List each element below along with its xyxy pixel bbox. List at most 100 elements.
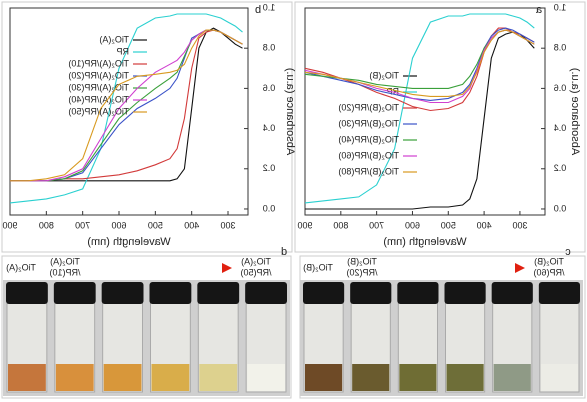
vial-powder — [446, 364, 484, 391]
x-axis-label: Wavelength (nm) — [87, 236, 170, 248]
legend-label: TiO₂(A)/RP(20) — [68, 70, 129, 80]
photo-label: TiO₂(A) — [50, 256, 80, 266]
vial-powder — [540, 364, 578, 391]
legend-label: TiO₂(A) — [99, 34, 129, 44]
data-line — [9, 13, 243, 204]
vial-cap — [444, 282, 486, 304]
data-line — [304, 29, 535, 104]
panel-frame — [1, 255, 292, 399]
panel-letter: a — [535, 4, 542, 16]
x-tick-label: 300 — [220, 220, 235, 230]
y-tick-label: 1.0 — [263, 2, 276, 12]
legend-label: TiO₂(B) — [369, 70, 399, 80]
data-line — [305, 31, 535, 210]
vial-powder — [8, 364, 46, 391]
vial-cap — [538, 282, 580, 304]
photo-label: TiO₂(A) — [6, 262, 36, 272]
data-line — [304, 27, 535, 101]
vial-cap — [303, 282, 345, 304]
legend-label: TiO₂(B)/RP(60) — [338, 150, 399, 160]
y-tick-label: 0.0 — [554, 203, 567, 213]
x-tick-label: 800 — [39, 220, 54, 230]
vial-cap — [491, 282, 533, 304]
x-tick-label: 400 — [184, 220, 199, 230]
x-tick-label: 500 — [441, 220, 456, 230]
x-tick-label: 400 — [477, 220, 492, 230]
x-tick-label: 800 — [333, 220, 348, 230]
vial-powder — [151, 364, 190, 391]
y-tick-label: 0.4 — [263, 123, 276, 133]
photo-label: TiO₂(B) — [303, 262, 333, 272]
x-tick-label: 600 — [405, 220, 420, 230]
y-tick-label: 0.8 — [263, 43, 276, 53]
y-tick-label: 0.6 — [263, 83, 276, 93]
photo-label: /RP(50) — [240, 267, 271, 277]
vial-cap — [6, 282, 48, 304]
legend-label: RP — [386, 86, 399, 96]
y-tick-label: 1.0 — [554, 2, 567, 12]
y-axis-label: Absorbance (a.u.) — [284, 68, 296, 155]
y-tick-label: 0.2 — [263, 163, 276, 173]
x-tick-label: 500 — [148, 220, 163, 230]
vial-powder — [352, 364, 390, 391]
vial-cap — [397, 282, 439, 304]
plot-frame — [304, 7, 546, 216]
arrow-head — [515, 263, 525, 273]
x-axis-label: Wavelength (nm) — [383, 236, 466, 248]
y-tick-label: 0.8 — [554, 43, 567, 53]
x-tick-label: 700 — [75, 220, 90, 230]
data-line — [304, 27, 535, 112]
panel-frame — [1, 1, 293, 253]
data-line — [304, 13, 535, 204]
vial-powder — [199, 364, 238, 391]
legend-label: TiO₂(B)/RP(20) — [338, 102, 399, 112]
panel-letter: d — [281, 246, 287, 258]
vial-cap — [350, 282, 392, 304]
photo-label: TiO₂(B) — [347, 256, 377, 266]
arrow-head — [222, 263, 232, 273]
plot-frame — [9, 7, 249, 216]
legend-label: TiO₂(B)/RP(40) — [338, 134, 399, 144]
photo-label: /RP(10) — [49, 267, 80, 277]
vial-powder — [493, 364, 531, 391]
vial-powder — [399, 364, 437, 391]
y-tick-label: 0.2 — [554, 163, 567, 173]
legend-label: RP — [116, 46, 129, 56]
y-axis-label: Absorbance (a.u.) — [569, 68, 581, 155]
vial-cap — [53, 282, 96, 304]
photo-label: TiO₂(B) — [534, 256, 564, 266]
vial-powder — [305, 364, 343, 391]
x-tick-label: 700 — [369, 220, 384, 230]
data-line — [304, 29, 535, 97]
data-line — [10, 29, 243, 182]
y-tick-label: 0.4 — [554, 123, 567, 133]
vial-powder — [247, 364, 285, 391]
y-tick-label: 0.0 — [263, 203, 276, 213]
x-tick-label: 900 — [2, 220, 17, 230]
vial-powder — [55, 364, 94, 391]
photo-label: TiO₂(A) — [241, 256, 271, 266]
legend-label: TiO₂(A)/RP(40) — [68, 94, 129, 104]
legend-label: TiO₂(A)/RP(50) — [68, 106, 129, 116]
x-tick-label: 600 — [111, 220, 126, 230]
photo-label: /RP(20) — [346, 267, 377, 277]
x-tick-label: 300 — [512, 220, 527, 230]
vial-cap — [245, 282, 287, 304]
legend-label: TiO₂(B)/RP(30) — [338, 118, 399, 128]
vial-powder — [103, 364, 142, 391]
x-tick-label: 900 — [297, 220, 312, 230]
legend-label: TiO₂(B)/RP(80) — [338, 166, 399, 176]
legend-label: TiO₂(A)/RP(30) — [68, 82, 129, 92]
y-tick-label: 0.6 — [554, 83, 567, 93]
panel-frame — [294, 1, 586, 253]
vial-cap — [101, 282, 144, 304]
vial-cap — [149, 282, 192, 304]
legend-label: TiO₂(A)/RP(10) — [68, 58, 129, 68]
photo-background — [300, 280, 583, 396]
panel-letter: b — [255, 4, 261, 16]
photo-background — [3, 280, 290, 396]
panel-letter: c — [565, 246, 571, 258]
vial-cap — [197, 282, 240, 304]
